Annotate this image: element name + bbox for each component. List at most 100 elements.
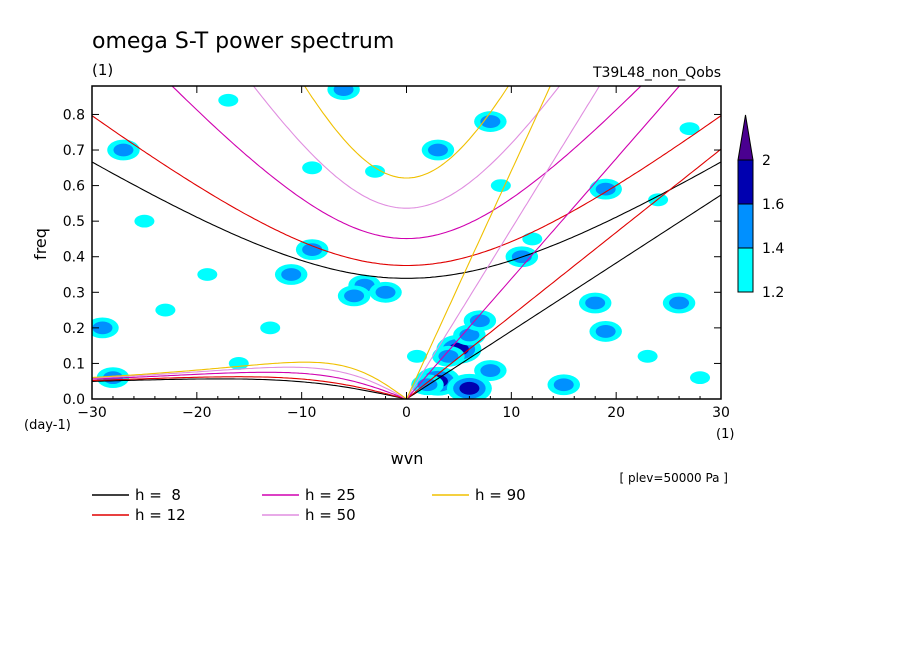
power-blob [228,357,249,370]
legend-entry: h = 8 [92,486,181,504]
power-blob [365,164,386,178]
power-blob-level [218,93,239,107]
x-unit-label: (1) [716,427,734,442]
power-blob-level [228,357,249,370]
x-tick-label: −30 [77,405,107,421]
power-blob [679,122,700,136]
power-blob-level [134,214,155,228]
legend-entry: h = 12 [92,506,186,524]
legend-entry: h = 50 [262,506,356,524]
plev-note: [ plev=50000 Pa ] [619,471,728,485]
power-blob-level [427,143,448,157]
power-blob [421,139,455,161]
legend: h = 8 h = 12 h = 25 h = 50 h = 90 [92,486,526,524]
power-blob-level [679,122,700,136]
power-blob [690,371,711,385]
rossby-curve [92,376,407,399]
y-tick-label: 0.1 [63,356,85,372]
y-tick-label: 0.7 [63,143,85,159]
power-blob-level [113,143,134,157]
power-blob-level [637,349,658,363]
legend-entry: h = 90 [432,486,526,504]
power-blob-level [260,321,281,335]
power-blob-level [669,296,690,310]
legend-label: h = 50 [305,506,356,524]
colorbar-label: 2 [762,153,771,169]
power-blob [406,349,427,363]
kelvin-curve [406,86,681,399]
y-tick-label: 0.3 [63,285,85,301]
power-blob-level [197,268,218,281]
power-blob-level [302,161,323,175]
y-tick-label: 0.4 [63,250,85,266]
power-blob-level [480,364,501,377]
power-blob [155,303,176,317]
power-blob [107,139,140,161]
y-tick-label: 0.8 [63,107,85,123]
power-blob-level [302,243,323,257]
power-blob-level [92,321,113,335]
legend-label: h = 90 [475,486,526,504]
power-blob-level [595,182,616,196]
igw-curve [92,115,721,267]
colorbar-label: 1.2 [762,285,784,301]
power-blob-level [406,349,427,363]
power-blob-level [490,179,511,192]
plot-area [91,85,722,400]
power-blob [589,178,622,200]
y-tick-label: 0.5 [63,214,85,230]
x-tick-label: −10 [287,405,317,421]
power-blob-level [281,268,302,281]
power-blob [522,232,543,246]
x-tick-label: 10 [502,405,520,421]
y-axis: 0.0 0.1 0.2 0.3 0.4 0.5 0.6 0.7 0.8 [63,107,721,408]
power-blob-level [690,371,711,385]
power-blob [578,292,612,314]
kelvin-curve [405,86,551,399]
power-blob [490,179,511,192]
power-blob-level [155,303,176,317]
power-blob [327,86,360,100]
igw-curve [303,86,510,179]
power-blob [474,360,507,381]
colorbar-segment [737,203,754,249]
power-blob-level [375,285,396,299]
power-blob-level [469,314,490,328]
power-blob [547,374,580,396]
power-blob-level [522,232,543,246]
experiment-label: T39L48_non_Qobs [592,65,721,81]
y-tick-label: 0.6 [63,179,85,195]
igw-curve [92,161,721,279]
power-blob-level [553,378,574,392]
colorbar-segment [737,247,754,293]
colorbar-label: 1.4 [762,241,784,257]
power-blob [295,239,329,261]
colorbar: 1.2 1.4 1.6 2 [737,114,784,301]
chart-title: omega S-T power spectrum [92,29,394,54]
legend-label: h = 8 [135,486,181,504]
legend-label: h = 25 [305,486,356,504]
dispersion-curves [92,86,721,399]
power-blob [134,214,155,228]
kelvin-curve [406,86,601,399]
x-tick-label: 20 [607,405,625,421]
kelvin-curve [406,148,721,399]
power-blob [92,317,119,339]
rossby-curve [92,378,407,399]
x-tick-label: −20 [182,405,212,421]
power-blob-level [438,349,459,363]
power-blob [218,93,239,107]
power-blob [474,111,507,132]
power-blob-level [459,381,480,395]
power-blob [637,349,658,363]
colorbar-arrow [737,114,754,161]
kelvin-curve [406,194,721,399]
power-blob [446,373,492,399]
power-blob-level [344,289,365,303]
y-axis-label: freq [31,228,50,260]
power-blob [369,281,402,303]
x-tick-label: 30 [712,405,730,421]
power-blob [589,321,622,342]
igw-curve [252,86,561,209]
rossby-curve [92,361,407,399]
